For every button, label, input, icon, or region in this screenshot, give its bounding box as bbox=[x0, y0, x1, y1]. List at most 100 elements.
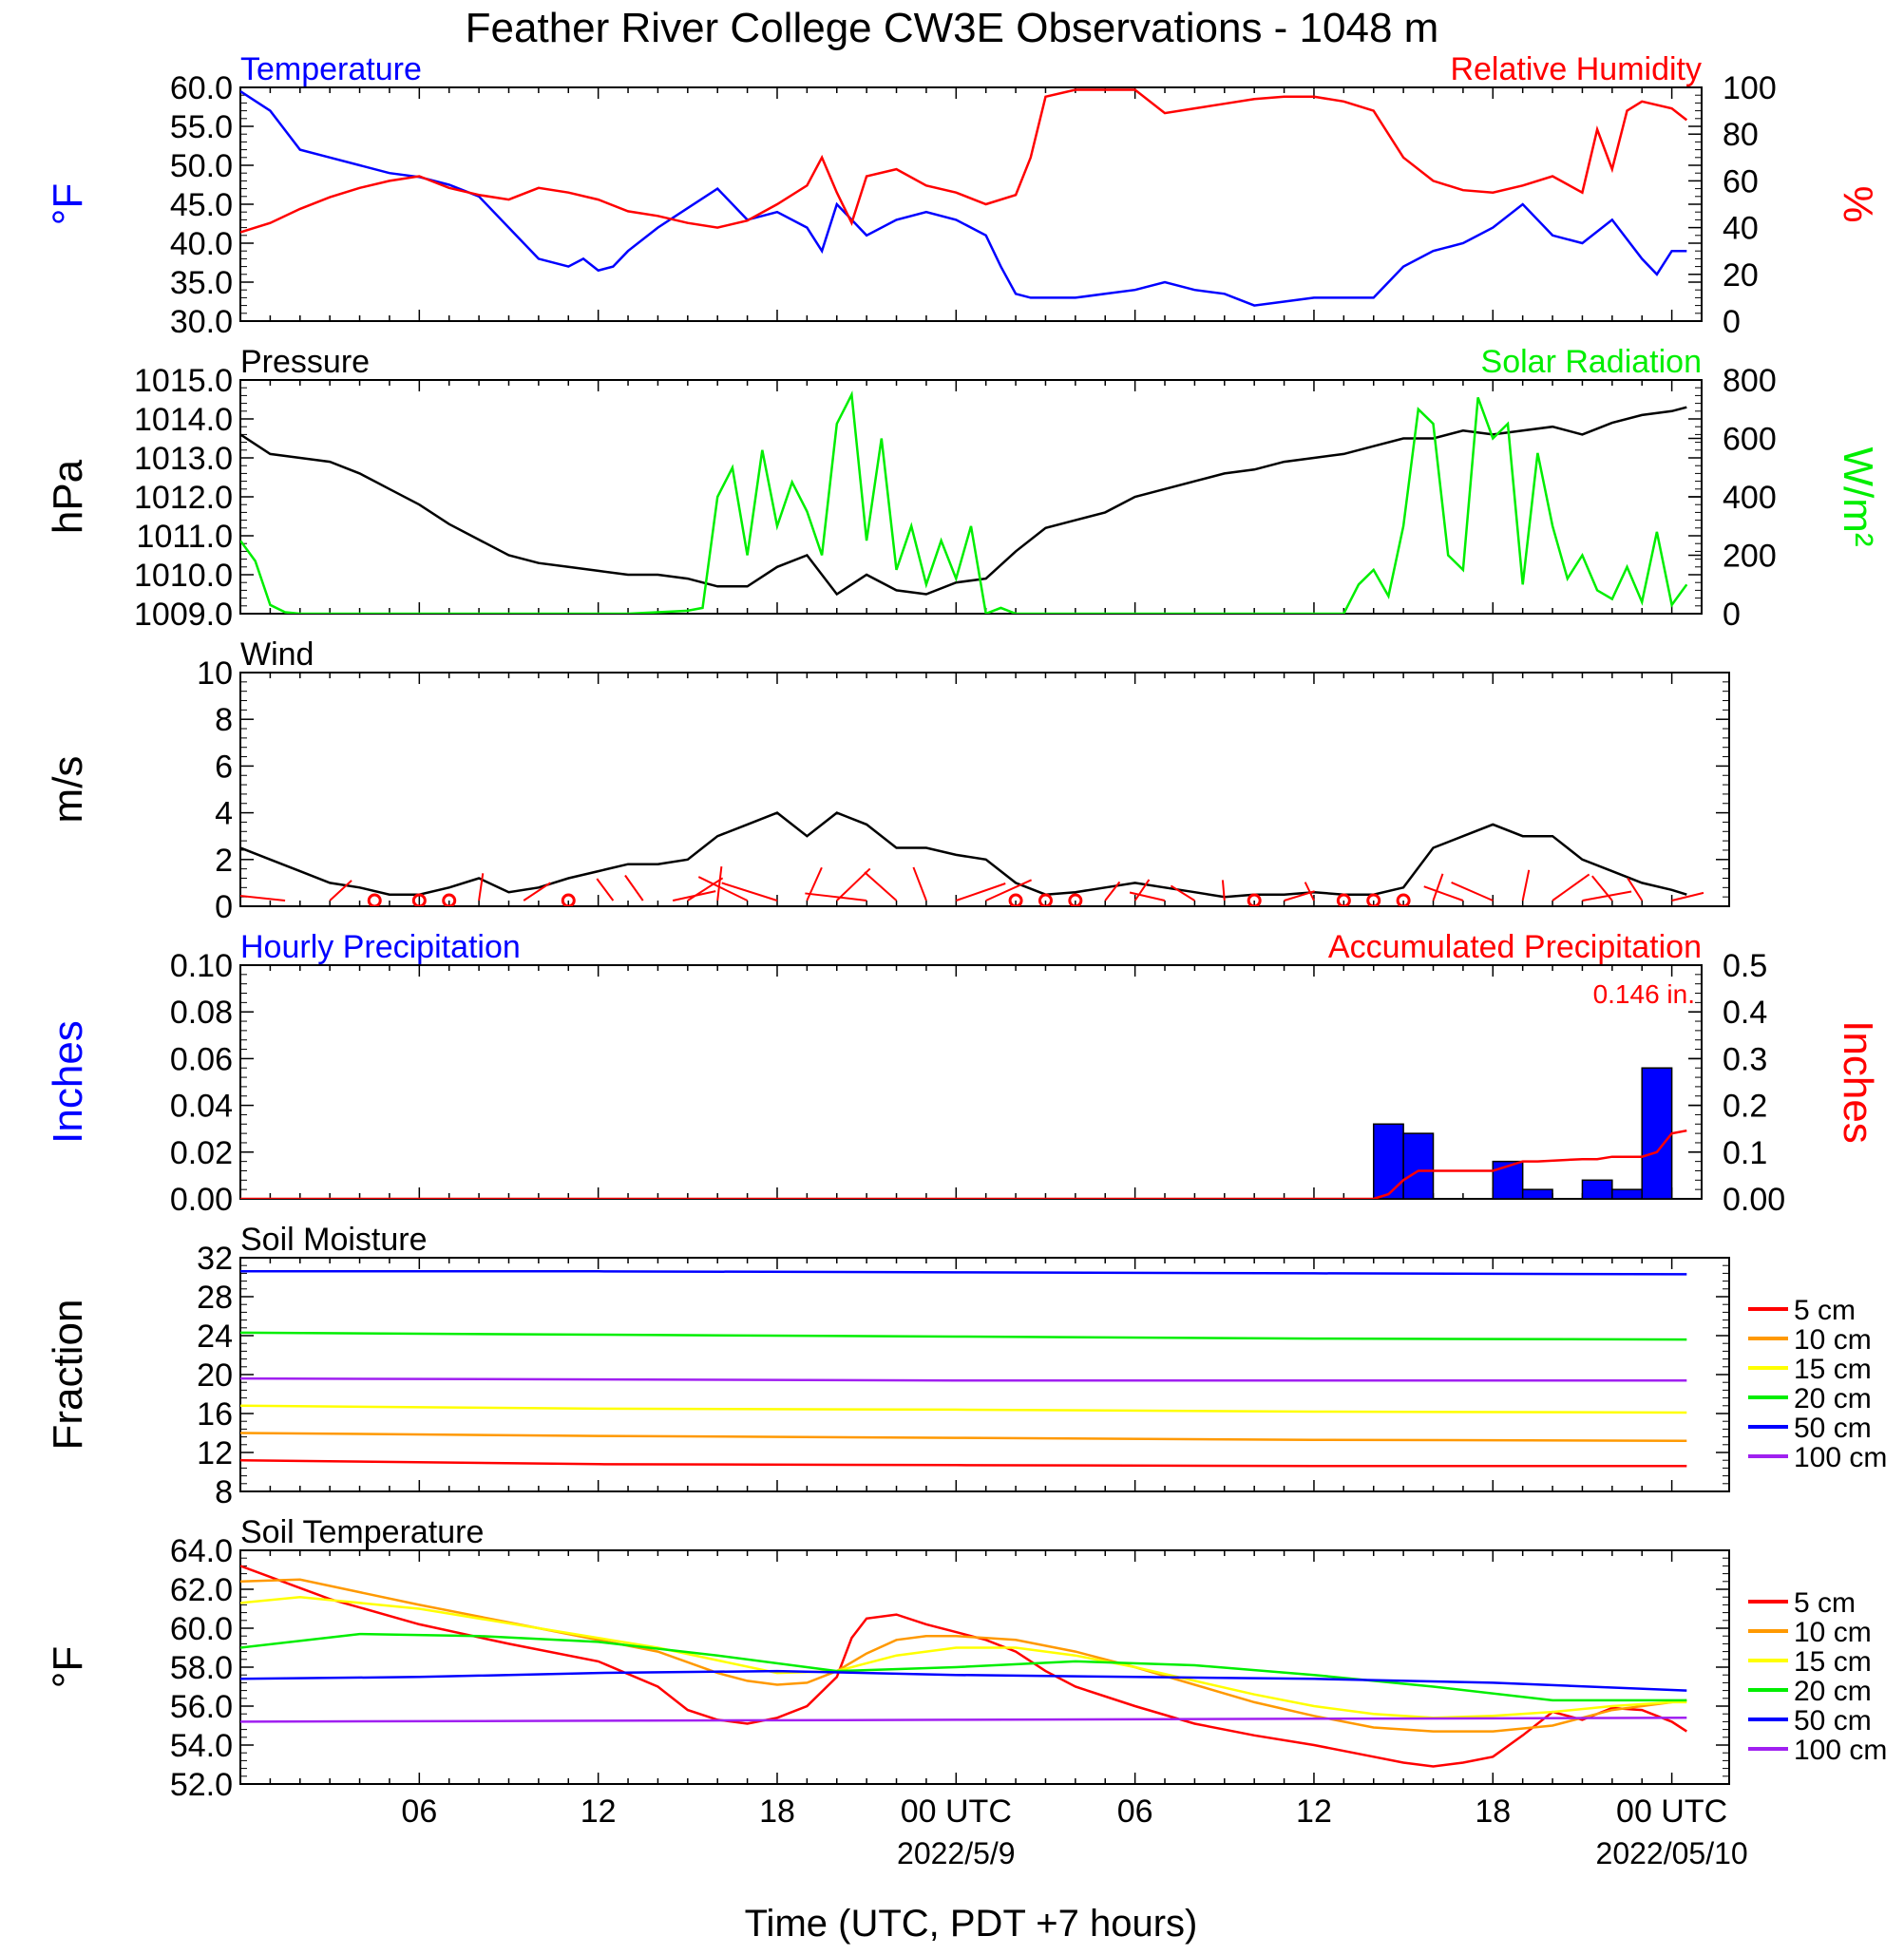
series-line-accumulated-precipitation bbox=[240, 1129, 1687, 1199]
y-tick-label: 1015.0 bbox=[134, 363, 233, 399]
legend-label: 50 cm bbox=[1794, 1413, 1872, 1444]
y-axis-label: Inches bbox=[45, 1020, 91, 1144]
precip-bar bbox=[1372, 1123, 1404, 1199]
precip-bar bbox=[1402, 1132, 1435, 1199]
wind-barb bbox=[955, 883, 1006, 902]
wind-barb bbox=[716, 865, 723, 902]
y-right-tick-label: 0 bbox=[1723, 304, 1741, 340]
y-tick-label: 54.0 bbox=[170, 1728, 233, 1764]
y-tick-label: 60.0 bbox=[170, 1611, 233, 1647]
plot-area bbox=[240, 88, 1688, 307]
y-tick-label: 12 bbox=[197, 1435, 233, 1471]
x-axis-ticks: 06 12 18 00 UTC 2022/5/9 06 12 18 00 UTC 2022/05/… bbox=[401, 1794, 1747, 1870]
y-tick-label: 1013.0 bbox=[134, 441, 233, 477]
wind-barb bbox=[1423, 885, 1464, 902]
legend-label: 10 cm bbox=[1794, 1324, 1872, 1356]
precip-bar bbox=[1492, 1160, 1524, 1199]
panel-title-left: Wind bbox=[240, 636, 314, 673]
wind-barb-calm bbox=[1038, 893, 1053, 906]
wind-barb bbox=[523, 882, 551, 902]
x-tick-label: 00 UTC bbox=[1616, 1794, 1727, 1830]
wind-barb bbox=[1129, 891, 1166, 902]
y-tick-label: 0.04 bbox=[170, 1089, 233, 1125]
y-axis-label: °F bbox=[45, 183, 91, 225]
panel-title-left: Temperature bbox=[240, 51, 422, 87]
precip-bar bbox=[1521, 1188, 1553, 1199]
wind-barb bbox=[624, 874, 644, 902]
y-tick-label: 4 bbox=[215, 796, 233, 832]
y-tick-label: 0.10 bbox=[170, 948, 233, 984]
wind-barb-calm bbox=[1247, 893, 1262, 906]
y-right-tick-label: 100 bbox=[1723, 70, 1777, 106]
wind-barb bbox=[697, 876, 749, 902]
panel-title-left: Pressure bbox=[240, 344, 370, 380]
y-axis-label: °F bbox=[45, 1646, 91, 1688]
legend-label: 100 cm bbox=[1794, 1442, 1887, 1473]
y-tick-label: 56.0 bbox=[170, 1689, 233, 1725]
legend-label: 50 cm bbox=[1794, 1705, 1872, 1737]
plot-area bbox=[240, 1270, 1687, 1468]
legend-label: 5 cm bbox=[1794, 1587, 1856, 1619]
x-tick-label: 06 bbox=[401, 1794, 437, 1830]
wind-barb bbox=[596, 878, 615, 902]
series-line-relative-humidity bbox=[240, 88, 1688, 234]
x-tick-label: 06 bbox=[1117, 1794, 1153, 1830]
y-right-tick-label: 0.00 bbox=[1723, 1182, 1785, 1218]
plot-area bbox=[240, 1067, 1687, 1199]
y-right-tick-label: 800 bbox=[1723, 363, 1777, 399]
wind-barb bbox=[836, 867, 871, 902]
y-right-tick-label: 0.3 bbox=[1723, 1041, 1767, 1077]
wind-barb bbox=[1304, 882, 1315, 902]
x-tick-label: 18 bbox=[759, 1794, 795, 1830]
y-tick-label: 10 bbox=[197, 655, 233, 692]
plot-area bbox=[240, 1565, 1687, 1768]
y-right-tick-label: 40 bbox=[1723, 211, 1759, 247]
wind-barb-calm bbox=[367, 893, 382, 906]
y-tick-label: 32 bbox=[197, 1241, 233, 1277]
legend-label: 100 cm bbox=[1794, 1735, 1887, 1766]
y-tick-label: 1012.0 bbox=[134, 480, 233, 516]
y-right-tick-label: 0.4 bbox=[1723, 995, 1767, 1031]
y-tick-label: 1010.0 bbox=[134, 558, 233, 594]
panel-title-right: Solar Radiation bbox=[1481, 344, 1702, 380]
y-right-tick-label: 0.5 bbox=[1723, 948, 1767, 984]
series-line-20-cm bbox=[240, 1331, 1687, 1341]
y-axis-right-label: Inches bbox=[1835, 1020, 1881, 1144]
y-tick-label: 20 bbox=[197, 1357, 233, 1394]
precip-bar bbox=[1611, 1188, 1643, 1199]
x-tick-label: 18 bbox=[1475, 1794, 1511, 1830]
series-line-10-cm bbox=[240, 1432, 1687, 1442]
wind-barb bbox=[805, 892, 867, 902]
precip-bar bbox=[1581, 1179, 1613, 1199]
wind-barb bbox=[1582, 890, 1632, 902]
y-tick-label: 0 bbox=[215, 889, 233, 925]
plot-area bbox=[240, 811, 1704, 906]
wind-barb bbox=[1627, 877, 1644, 902]
series-line-100-cm bbox=[240, 1376, 1687, 1382]
x-tick-label: 12 bbox=[581, 1794, 617, 1830]
y-tick-label: 50.0 bbox=[170, 148, 233, 184]
y-right-tick-label: 80 bbox=[1723, 117, 1759, 153]
x-tick-label: 00 UTC bbox=[901, 1794, 1012, 1830]
wind-barb-calm bbox=[1396, 893, 1411, 906]
panel-pressure_solar: 1009.01010.01011.01012.01013.01014.01015… bbox=[45, 344, 1881, 633]
wind-barb-calm bbox=[1068, 893, 1083, 906]
precip-bar bbox=[1641, 1067, 1673, 1199]
y-right-tick-label: 400 bbox=[1723, 480, 1777, 516]
wind-barb bbox=[985, 879, 1033, 902]
y-tick-label: 2 bbox=[215, 843, 233, 879]
series-line-5-cm bbox=[240, 1565, 1687, 1768]
legend-label: 5 cm bbox=[1794, 1295, 1856, 1326]
series-line-100-cm bbox=[240, 1717, 1687, 1723]
legend-label: 10 cm bbox=[1794, 1617, 1872, 1648]
y-tick-label: 28 bbox=[197, 1280, 233, 1316]
plot-area bbox=[240, 390, 1688, 614]
y-tick-label: 40.0 bbox=[170, 226, 233, 262]
wind-barb bbox=[240, 895, 286, 902]
